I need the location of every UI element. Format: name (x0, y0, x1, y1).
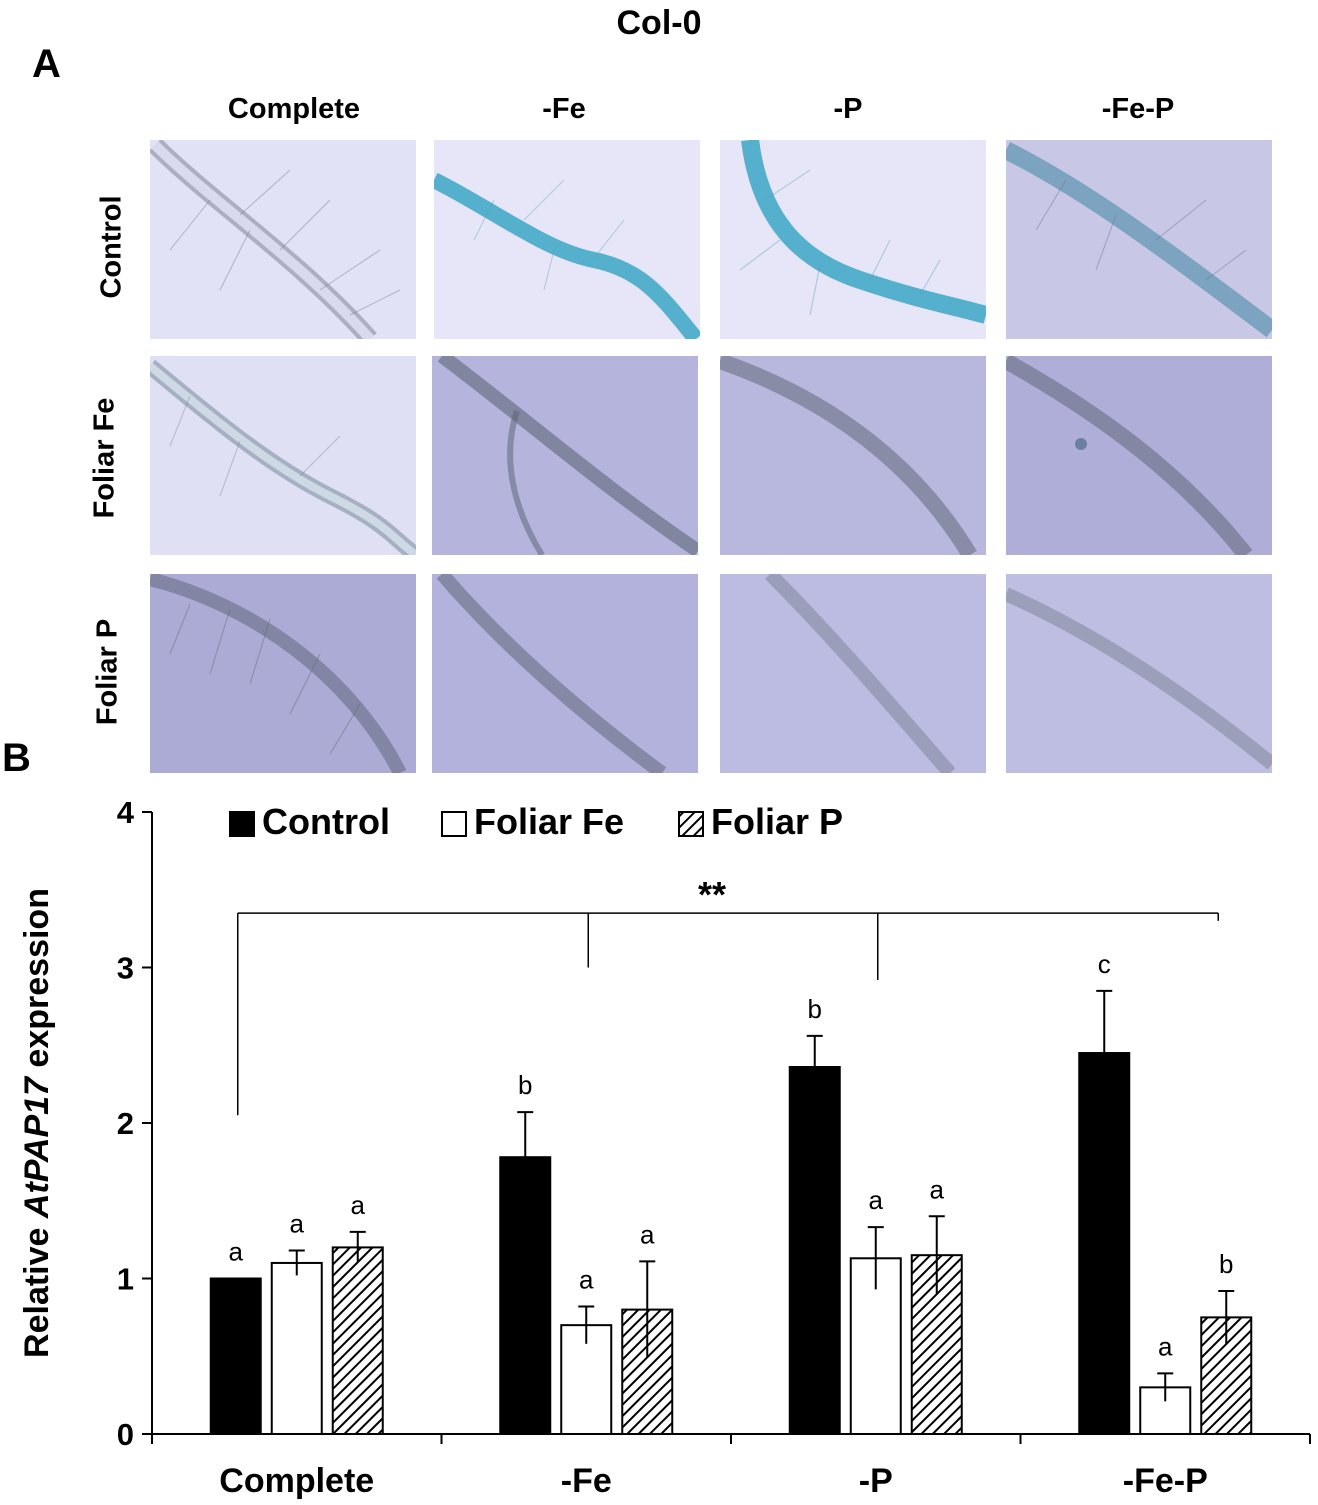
significance-letter: a (351, 1190, 366, 1220)
significance-letter: a (229, 1237, 244, 1267)
legend-label: Foliar P (711, 801, 843, 842)
x-category-label: Complete (219, 1462, 374, 1500)
significance-letter: a (579, 1264, 594, 1294)
column-label-complete: Complete (227, 93, 361, 125)
figure-title: Col-0 (616, 4, 702, 42)
micrograph-control-minus-fe-minus-p (1006, 140, 1272, 339)
micrograph-foliar-fe-minus-fe (432, 356, 698, 555)
row-label-foliar-p: Foliar P (91, 618, 124, 726)
significance-letter: a (1158, 1331, 1173, 1361)
y-tick-label: 4 (117, 795, 135, 830)
legend-label: Foliar Fe (474, 801, 624, 842)
significance-letter: a (640, 1219, 655, 1249)
y-tick-label: 3 (117, 951, 134, 986)
micrograph-foliar-fe-complete (150, 356, 416, 555)
bar (209, 1277, 262, 1435)
row-label-control: Control (95, 195, 128, 299)
micrograph-foliar-fe-minus-fe-minus-p (1006, 356, 1272, 555)
significance-stars: ** (698, 874, 726, 915)
micrograph-control-minus-p (720, 140, 986, 339)
micrograph-foliar-p-minus-fe-minus-p (1006, 574, 1272, 773)
significance-letter: c (1098, 949, 1111, 979)
x-category-label: -Fe-P (1123, 1462, 1208, 1500)
significance-letter: a (930, 1174, 945, 1204)
row-label-foliar-fe: Foliar Fe (88, 397, 121, 519)
significance-letter: b (518, 1070, 532, 1100)
bar (270, 1261, 323, 1436)
legend-swatch (229, 811, 255, 837)
y-tick-label: 0 (117, 1417, 134, 1452)
column-label-minus-fe-minus-p: -Fe-P (1101, 93, 1175, 125)
legend-swatch (678, 811, 704, 837)
x-category-label: -Fe (561, 1462, 612, 1500)
column-label-minus-fe: -Fe (542, 93, 586, 125)
column-label-minus-p: -P (833, 93, 863, 125)
micrograph-foliar-p-complete (150, 574, 416, 773)
significance-letter: a (290, 1209, 305, 1239)
micrograph-control-minus-fe (434, 140, 700, 339)
significance-letter: b (808, 994, 822, 1024)
micrograph-foliar-p-minus-fe (432, 574, 698, 773)
y-tick-label: 1 (117, 1262, 134, 1297)
micrograph-foliar-p-minus-p (720, 574, 986, 773)
bar (331, 1246, 384, 1435)
significance-letter: b (1219, 1249, 1233, 1279)
y-tick-label: 2 (117, 1106, 134, 1141)
y-axis-label: Relative AtPAP17 expression (18, 888, 56, 1358)
significance-letter: a (869, 1185, 884, 1215)
bar (1078, 1052, 1131, 1435)
micrograph-foliar-fe-minus-p (720, 356, 986, 555)
panel-b-letter: B (2, 736, 31, 780)
legend-label: Control (262, 801, 390, 842)
panel-a-letter: A (32, 42, 61, 86)
micrograph-control-complete (150, 140, 416, 339)
legend-swatch (441, 811, 467, 837)
bar (499, 1156, 552, 1435)
bar (788, 1066, 841, 1435)
x-category-label: -P (859, 1462, 893, 1500)
